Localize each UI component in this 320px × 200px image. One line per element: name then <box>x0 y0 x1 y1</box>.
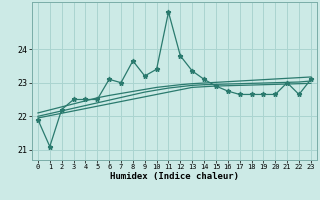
X-axis label: Humidex (Indice chaleur): Humidex (Indice chaleur) <box>110 172 239 181</box>
